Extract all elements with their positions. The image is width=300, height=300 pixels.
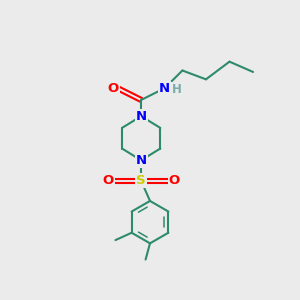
Text: O: O bbox=[108, 82, 119, 95]
Text: O: O bbox=[169, 174, 180, 188]
Text: N: N bbox=[159, 82, 170, 95]
Text: H: H bbox=[172, 83, 182, 96]
Text: N: N bbox=[136, 154, 147, 167]
Text: O: O bbox=[102, 174, 113, 188]
Text: S: S bbox=[136, 174, 146, 188]
Text: N: N bbox=[136, 110, 147, 123]
